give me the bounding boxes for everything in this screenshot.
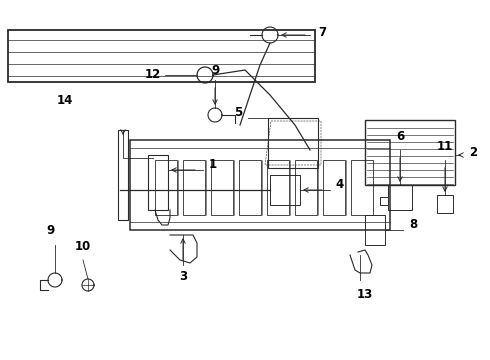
Text: 9: 9 (46, 224, 54, 237)
Text: 11: 11 (437, 140, 453, 153)
Text: 3: 3 (179, 270, 187, 284)
Text: 10: 10 (75, 240, 91, 253)
Text: 6: 6 (396, 130, 404, 144)
Text: 9: 9 (211, 63, 219, 77)
Text: 5: 5 (234, 107, 242, 120)
Text: 13: 13 (357, 288, 373, 302)
Text: 7: 7 (318, 26, 326, 39)
Text: 1: 1 (209, 158, 217, 171)
Text: 8: 8 (409, 219, 417, 231)
Text: 14: 14 (57, 94, 73, 107)
Text: 4: 4 (336, 179, 344, 192)
Text: 12: 12 (145, 68, 161, 81)
Text: 2: 2 (469, 145, 477, 158)
